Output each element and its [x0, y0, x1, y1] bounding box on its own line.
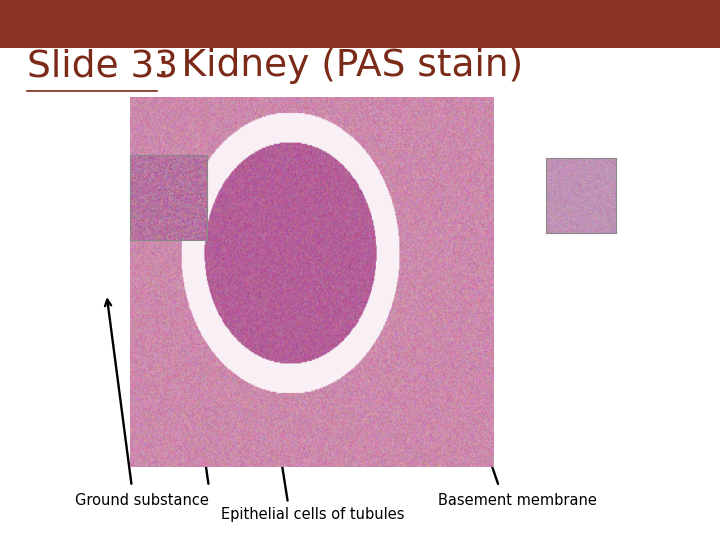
Text: : Kidney (PAS stain): : Kidney (PAS stain)	[157, 49, 523, 84]
Text: Epithelial cells of tubules: Epithelial cells of tubules	[222, 507, 405, 522]
Text: Slide 33: Slide 33	[27, 49, 179, 84]
Bar	[0, 0, 720, 48]
Text: Basement membrane: Basement membrane	[438, 493, 596, 508]
Text: Ground substance: Ground substance	[75, 493, 209, 508]
